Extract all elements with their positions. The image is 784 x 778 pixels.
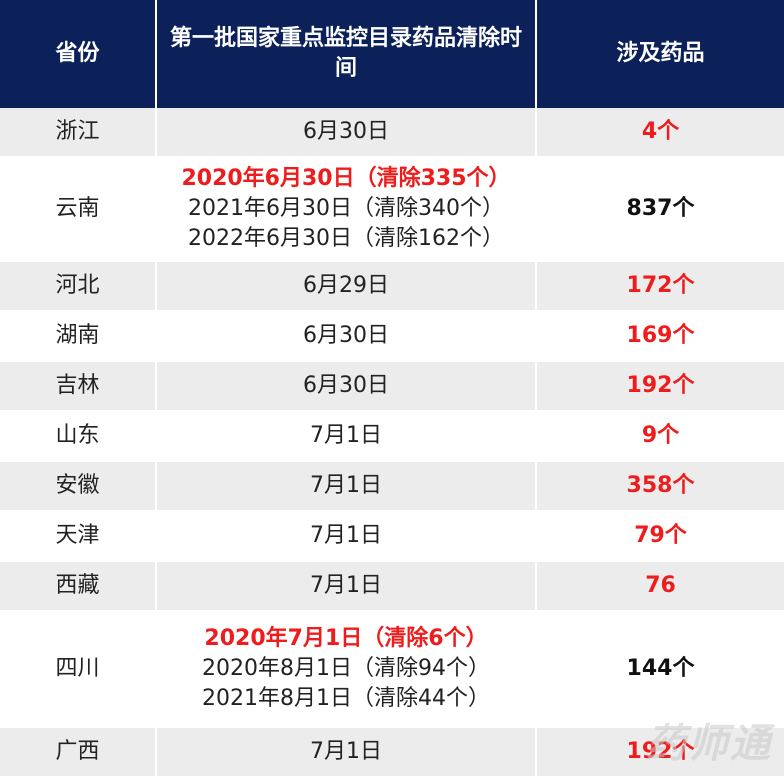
table-row: 湖南 6月30日 169个 bbox=[0, 312, 784, 362]
header-drugs-involved: 涉及药品 bbox=[537, 0, 784, 108]
time-cell: 7月1日 bbox=[157, 462, 537, 512]
table-row: 四川 2020年7月1日（清除6个） 2020年8月1日（清除94个） 2021… bbox=[0, 612, 784, 728]
drugs-cell: 358个 bbox=[537, 462, 784, 512]
drugs-cell: 169个 bbox=[537, 312, 784, 362]
table-row: 广西 7月1日 192个 bbox=[0, 728, 784, 778]
drugs-cell: 172个 bbox=[537, 262, 784, 312]
time-cell: 6月30日 bbox=[157, 108, 537, 158]
header-clearance-time: 第一批国家重点监控目录药品清除时间 bbox=[157, 0, 537, 108]
time-cell: 6月30日 bbox=[157, 312, 537, 362]
time-cell: 7月1日 bbox=[157, 562, 537, 612]
time-line: 2022年6月30日（清除162个） bbox=[188, 226, 504, 251]
time-cell: 7月1日 bbox=[157, 512, 537, 562]
header-province: 省份 bbox=[0, 0, 157, 108]
table-row: 安徽 7月1日 358个 bbox=[0, 462, 784, 512]
province-cell: 西藏 bbox=[0, 562, 157, 612]
table-row: 山东 7月1日 9个 bbox=[0, 412, 784, 462]
time-cell: 7月1日 bbox=[157, 412, 537, 462]
province-cell: 河北 bbox=[0, 262, 157, 312]
time-line-highlight: 2020年6月30日（清除335个） bbox=[181, 166, 511, 191]
province-cell: 山东 bbox=[0, 412, 157, 462]
time-cell: 2020年6月30日（清除335个） 2021年6月30日（清除340个） 20… bbox=[157, 158, 537, 262]
time-cell: 6月30日 bbox=[157, 362, 537, 412]
drugs-cell: 192个 bbox=[537, 728, 784, 778]
province-cell: 天津 bbox=[0, 512, 157, 562]
table-row: 天津 7月1日 79个 bbox=[0, 512, 784, 562]
province-cell: 云南 bbox=[0, 158, 157, 262]
time-line: 2021年8月1日（清除44个） bbox=[202, 686, 490, 711]
province-cell: 安徽 bbox=[0, 462, 157, 512]
time-line-highlight: 2020年7月1日（清除6个） bbox=[204, 626, 488, 651]
drugs-cell: 837个 bbox=[537, 158, 784, 262]
table-row: 浙江 6月30日 4个 bbox=[0, 108, 784, 158]
province-cell: 湖南 bbox=[0, 312, 157, 362]
drugs-cell: 144个 bbox=[537, 612, 784, 728]
province-cell: 广西 bbox=[0, 728, 157, 778]
time-cell: 7月1日 bbox=[157, 728, 537, 778]
province-cell: 吉林 bbox=[0, 362, 157, 412]
drugs-cell: 79个 bbox=[537, 512, 784, 562]
table-row: 云南 2020年6月30日（清除335个） 2021年6月30日（清除340个）… bbox=[0, 158, 784, 262]
drugs-cell: 192个 bbox=[537, 362, 784, 412]
drugs-cell: 76 bbox=[537, 562, 784, 612]
province-cell: 四川 bbox=[0, 612, 157, 728]
province-cell: 浙江 bbox=[0, 108, 157, 158]
drugs-cell: 9个 bbox=[537, 412, 784, 462]
time-line: 2020年8月1日（清除94个） bbox=[202, 656, 490, 681]
time-cell: 6月29日 bbox=[157, 262, 537, 312]
table-row: 河北 6月29日 172个 bbox=[0, 262, 784, 312]
drugs-cell: 4个 bbox=[537, 108, 784, 158]
time-line: 2021年6月30日（清除340个） bbox=[188, 196, 504, 221]
time-cell: 2020年7月1日（清除6个） 2020年8月1日（清除94个） 2021年8月… bbox=[157, 612, 537, 728]
table-row: 西藏 7月1日 76 bbox=[0, 562, 784, 612]
table-row: 吉林 6月30日 192个 bbox=[0, 362, 784, 412]
table-header-row: 省份 第一批国家重点监控目录药品清除时间 涉及药品 bbox=[0, 0, 784, 108]
